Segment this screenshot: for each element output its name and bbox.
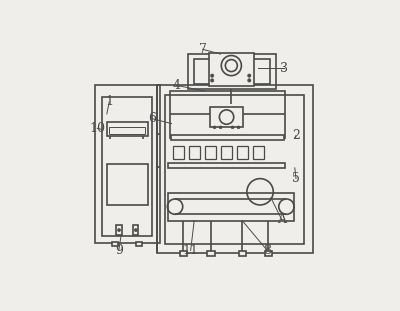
Bar: [188, 54, 276, 89]
Bar: [116, 225, 122, 235]
Circle shape: [248, 74, 251, 77]
Text: 5: 5: [292, 172, 300, 185]
Bar: [102, 97, 152, 236]
Bar: [265, 251, 272, 257]
Circle shape: [210, 74, 214, 77]
Text: 11: 11: [183, 244, 199, 257]
Bar: [253, 146, 264, 160]
Text: 1: 1: [105, 95, 113, 109]
Text: A: A: [277, 213, 286, 226]
Text: 8: 8: [263, 244, 271, 257]
Circle shape: [213, 126, 216, 129]
Bar: [180, 251, 187, 257]
Bar: [238, 251, 246, 257]
Bar: [107, 122, 148, 136]
Bar: [237, 146, 248, 160]
Bar: [221, 146, 232, 160]
Bar: [95, 85, 160, 243]
Bar: [172, 135, 284, 140]
Bar: [170, 91, 285, 138]
Circle shape: [134, 229, 137, 231]
Text: 9: 9: [115, 244, 123, 257]
Bar: [136, 242, 142, 246]
Text: 2: 2: [292, 129, 300, 142]
Text: 7: 7: [199, 43, 206, 56]
Bar: [205, 146, 216, 160]
Circle shape: [118, 229, 120, 231]
Text: 3: 3: [280, 62, 288, 75]
Bar: [168, 163, 285, 168]
Text: 4: 4: [172, 79, 180, 92]
Bar: [173, 146, 184, 160]
Text: 6: 6: [148, 112, 156, 125]
Bar: [210, 107, 243, 127]
Bar: [194, 59, 270, 84]
Circle shape: [210, 79, 214, 82]
Bar: [112, 242, 118, 246]
Bar: [109, 127, 145, 134]
Circle shape: [248, 79, 251, 82]
Circle shape: [231, 126, 234, 129]
Bar: [166, 95, 304, 244]
Bar: [207, 251, 214, 257]
Bar: [157, 85, 313, 253]
Bar: [133, 225, 138, 235]
Bar: [107, 164, 148, 205]
Circle shape: [219, 126, 222, 129]
Text: 10: 10: [89, 122, 105, 135]
Bar: [168, 193, 294, 220]
Bar: [189, 146, 200, 160]
Bar: [208, 53, 254, 86]
Circle shape: [237, 126, 240, 129]
